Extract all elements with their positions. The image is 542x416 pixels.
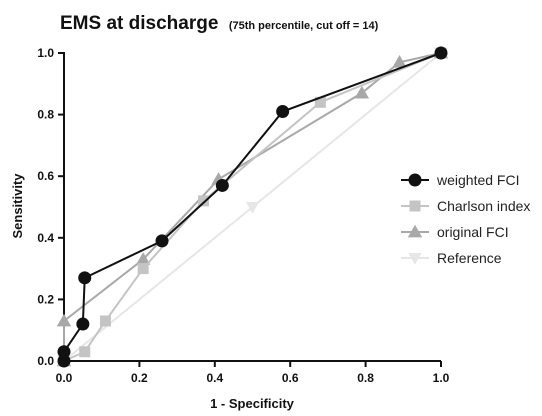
data-point-original-fci	[354, 85, 370, 99]
legend-item-charlson-index: Charlson index	[401, 198, 530, 214]
y-axis-label: Sensitivity	[10, 173, 25, 239]
x-axis-label: 1 - Specificity	[210, 396, 295, 411]
legend-marker-charlson-index	[409, 200, 421, 212]
x-tick-label: 0.4	[206, 371, 223, 385]
y-tick-label: 0.2	[37, 292, 54, 306]
chart-title-subtitle: (75th percentile, cut off = 14)	[229, 20, 379, 32]
legend-label: Charlson index	[437, 198, 530, 214]
data-point-original-fci	[56, 313, 72, 327]
chart-title: EMS at discharge (75th percentile, cut o…	[60, 13, 379, 34]
legend-label: original FCI	[437, 224, 509, 240]
axes	[63, 52, 441, 362]
x-tick-label: 0.0	[56, 371, 73, 385]
y-tick-label: 0.4	[37, 231, 54, 245]
data-point-weighted-fci	[57, 354, 71, 368]
data-point-charlson-index	[137, 263, 149, 275]
legend-item-reference: Reference	[401, 250, 502, 266]
y-tick-label: 0.6	[37, 169, 54, 183]
y-tick-label: 1.0	[37, 46, 54, 60]
data-point-charlson-index	[314, 96, 326, 108]
data-point-original-fci	[135, 252, 151, 265]
data-point-original-fci	[392, 55, 407, 68]
data-point-weighted-fci	[76, 317, 90, 331]
data-point-weighted-fci	[57, 345, 71, 359]
legend-marker-original-fci	[407, 224, 423, 238]
legend-label: weighted FCI	[436, 172, 519, 188]
legend-label: Reference	[437, 250, 502, 266]
y-tick-label: 0.8	[37, 108, 54, 122]
chart-title-main: EMS at discharge	[60, 13, 218, 34]
data-point-charlson-index	[197, 195, 209, 207]
data-point-charlson-index	[79, 346, 91, 358]
series-reference	[57, 48, 448, 368]
data-point-weighted-fci	[155, 234, 169, 248]
data-point-weighted-fci	[434, 46, 448, 60]
legend: weighted FCI Charlson index original FCI Re…	[401, 172, 530, 266]
legend-item-weighted-fci: weighted FCI	[401, 172, 519, 188]
data-point-weighted-fci	[78, 271, 92, 285]
x-tick-label: 0.6	[282, 371, 299, 385]
y-tick-label: 0.0	[37, 354, 54, 368]
x-tick-label: 0.8	[357, 371, 374, 385]
legend-item-original-fci: original FCI	[401, 224, 509, 240]
data-point-charlson-index	[99, 315, 111, 327]
ticks: 0.0 0.2 0.4 0.6 0.8 1.0 0.0 0.2 0.4 0.6 0.8 1.0	[37, 46, 449, 385]
legend-marker-reference	[408, 253, 422, 265]
x-tick-label: 1.0	[433, 371, 450, 385]
series-layer	[56, 45, 449, 368]
x-tick-label: 0.2	[131, 371, 148, 385]
series-weighted-fci	[57, 46, 448, 368]
data-point-reference	[245, 202, 260, 214]
data-point-weighted-fci	[215, 178, 229, 192]
data-point-weighted-fci	[276, 105, 290, 119]
legend-marker-weighted-fci	[408, 173, 422, 187]
